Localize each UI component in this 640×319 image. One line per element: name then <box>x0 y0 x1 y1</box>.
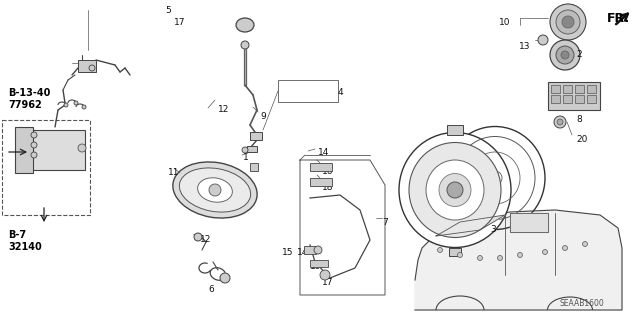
Text: 11: 11 <box>168 168 179 177</box>
Bar <box>449 248 461 256</box>
Bar <box>575 95 584 103</box>
Text: 20: 20 <box>576 135 588 144</box>
Circle shape <box>242 147 248 153</box>
Ellipse shape <box>173 162 257 218</box>
Bar <box>247 146 257 152</box>
Text: 2: 2 <box>576 50 582 59</box>
Text: 6: 6 <box>208 285 214 294</box>
Text: 12: 12 <box>218 105 229 114</box>
Circle shape <box>64 103 68 107</box>
Circle shape <box>543 249 547 255</box>
Bar <box>563 95 572 103</box>
Circle shape <box>550 40 580 70</box>
Ellipse shape <box>439 174 471 206</box>
Text: B-7: B-7 <box>8 230 26 240</box>
Bar <box>587 95 596 103</box>
Bar <box>310 163 332 171</box>
Bar <box>548 82 600 110</box>
Text: 3: 3 <box>490 225 496 234</box>
Circle shape <box>31 142 37 148</box>
Ellipse shape <box>409 143 501 238</box>
Text: 8: 8 <box>576 115 582 124</box>
Text: 13: 13 <box>518 42 530 51</box>
Circle shape <box>31 152 37 158</box>
Bar <box>587 85 596 93</box>
Circle shape <box>518 253 522 257</box>
Text: 3: 3 <box>435 220 441 229</box>
Circle shape <box>320 270 330 280</box>
Text: 14: 14 <box>297 248 308 257</box>
Circle shape <box>582 241 588 247</box>
Bar <box>15 127 33 173</box>
Text: 10: 10 <box>499 18 510 27</box>
Ellipse shape <box>399 132 511 248</box>
Circle shape <box>31 132 37 138</box>
Ellipse shape <box>426 160 484 220</box>
Circle shape <box>241 41 249 49</box>
Bar <box>563 85 572 93</box>
Circle shape <box>78 144 86 152</box>
Text: 12: 12 <box>200 235 211 244</box>
Circle shape <box>89 65 95 71</box>
Circle shape <box>447 182 463 198</box>
Circle shape <box>550 4 586 40</box>
Polygon shape <box>436 215 505 236</box>
Circle shape <box>563 246 568 250</box>
Circle shape <box>554 116 566 128</box>
Text: 15: 15 <box>282 248 294 257</box>
Polygon shape <box>415 210 622 310</box>
Circle shape <box>314 246 322 254</box>
Bar <box>310 260 328 267</box>
Text: 14: 14 <box>318 148 330 157</box>
Text: 17: 17 <box>322 278 333 287</box>
Circle shape <box>538 35 548 45</box>
Bar <box>575 85 584 93</box>
Bar <box>250 163 258 171</box>
Text: 18: 18 <box>322 183 333 192</box>
Bar <box>278 80 338 102</box>
Bar <box>304 246 316 254</box>
Bar <box>310 178 332 186</box>
Ellipse shape <box>198 178 232 202</box>
Bar <box>2 120 90 215</box>
Text: FR.: FR. <box>607 12 630 25</box>
Text: SEAAB1600: SEAAB1600 <box>560 299 605 308</box>
Circle shape <box>458 253 463 257</box>
Bar <box>551 85 560 93</box>
Circle shape <box>82 105 86 109</box>
Bar <box>551 95 560 103</box>
Circle shape <box>556 46 574 64</box>
Text: 4: 4 <box>338 88 344 97</box>
Circle shape <box>209 184 221 196</box>
Bar <box>250 132 262 140</box>
Circle shape <box>497 256 502 261</box>
Circle shape <box>74 101 78 105</box>
Circle shape <box>562 16 574 28</box>
Text: 77962: 77962 <box>8 100 42 110</box>
Circle shape <box>194 233 202 241</box>
Text: 32140: 32140 <box>8 242 42 252</box>
Text: B-13-40: B-13-40 <box>8 88 51 98</box>
Text: 17: 17 <box>174 18 186 27</box>
Polygon shape <box>510 213 548 232</box>
Bar <box>78 60 96 72</box>
Ellipse shape <box>236 18 254 32</box>
Circle shape <box>477 256 483 261</box>
Circle shape <box>438 248 442 253</box>
Bar <box>30 130 85 170</box>
Circle shape <box>220 273 230 283</box>
Text: 19: 19 <box>310 262 321 271</box>
Text: 1: 1 <box>243 153 249 162</box>
Text: 9: 9 <box>260 112 266 121</box>
Text: 5: 5 <box>165 6 171 15</box>
Ellipse shape <box>179 168 251 212</box>
Circle shape <box>557 119 563 125</box>
Text: 16: 16 <box>322 167 333 176</box>
Circle shape <box>561 51 569 59</box>
Text: 7: 7 <box>382 218 388 227</box>
Circle shape <box>556 10 580 34</box>
Bar <box>447 125 463 135</box>
